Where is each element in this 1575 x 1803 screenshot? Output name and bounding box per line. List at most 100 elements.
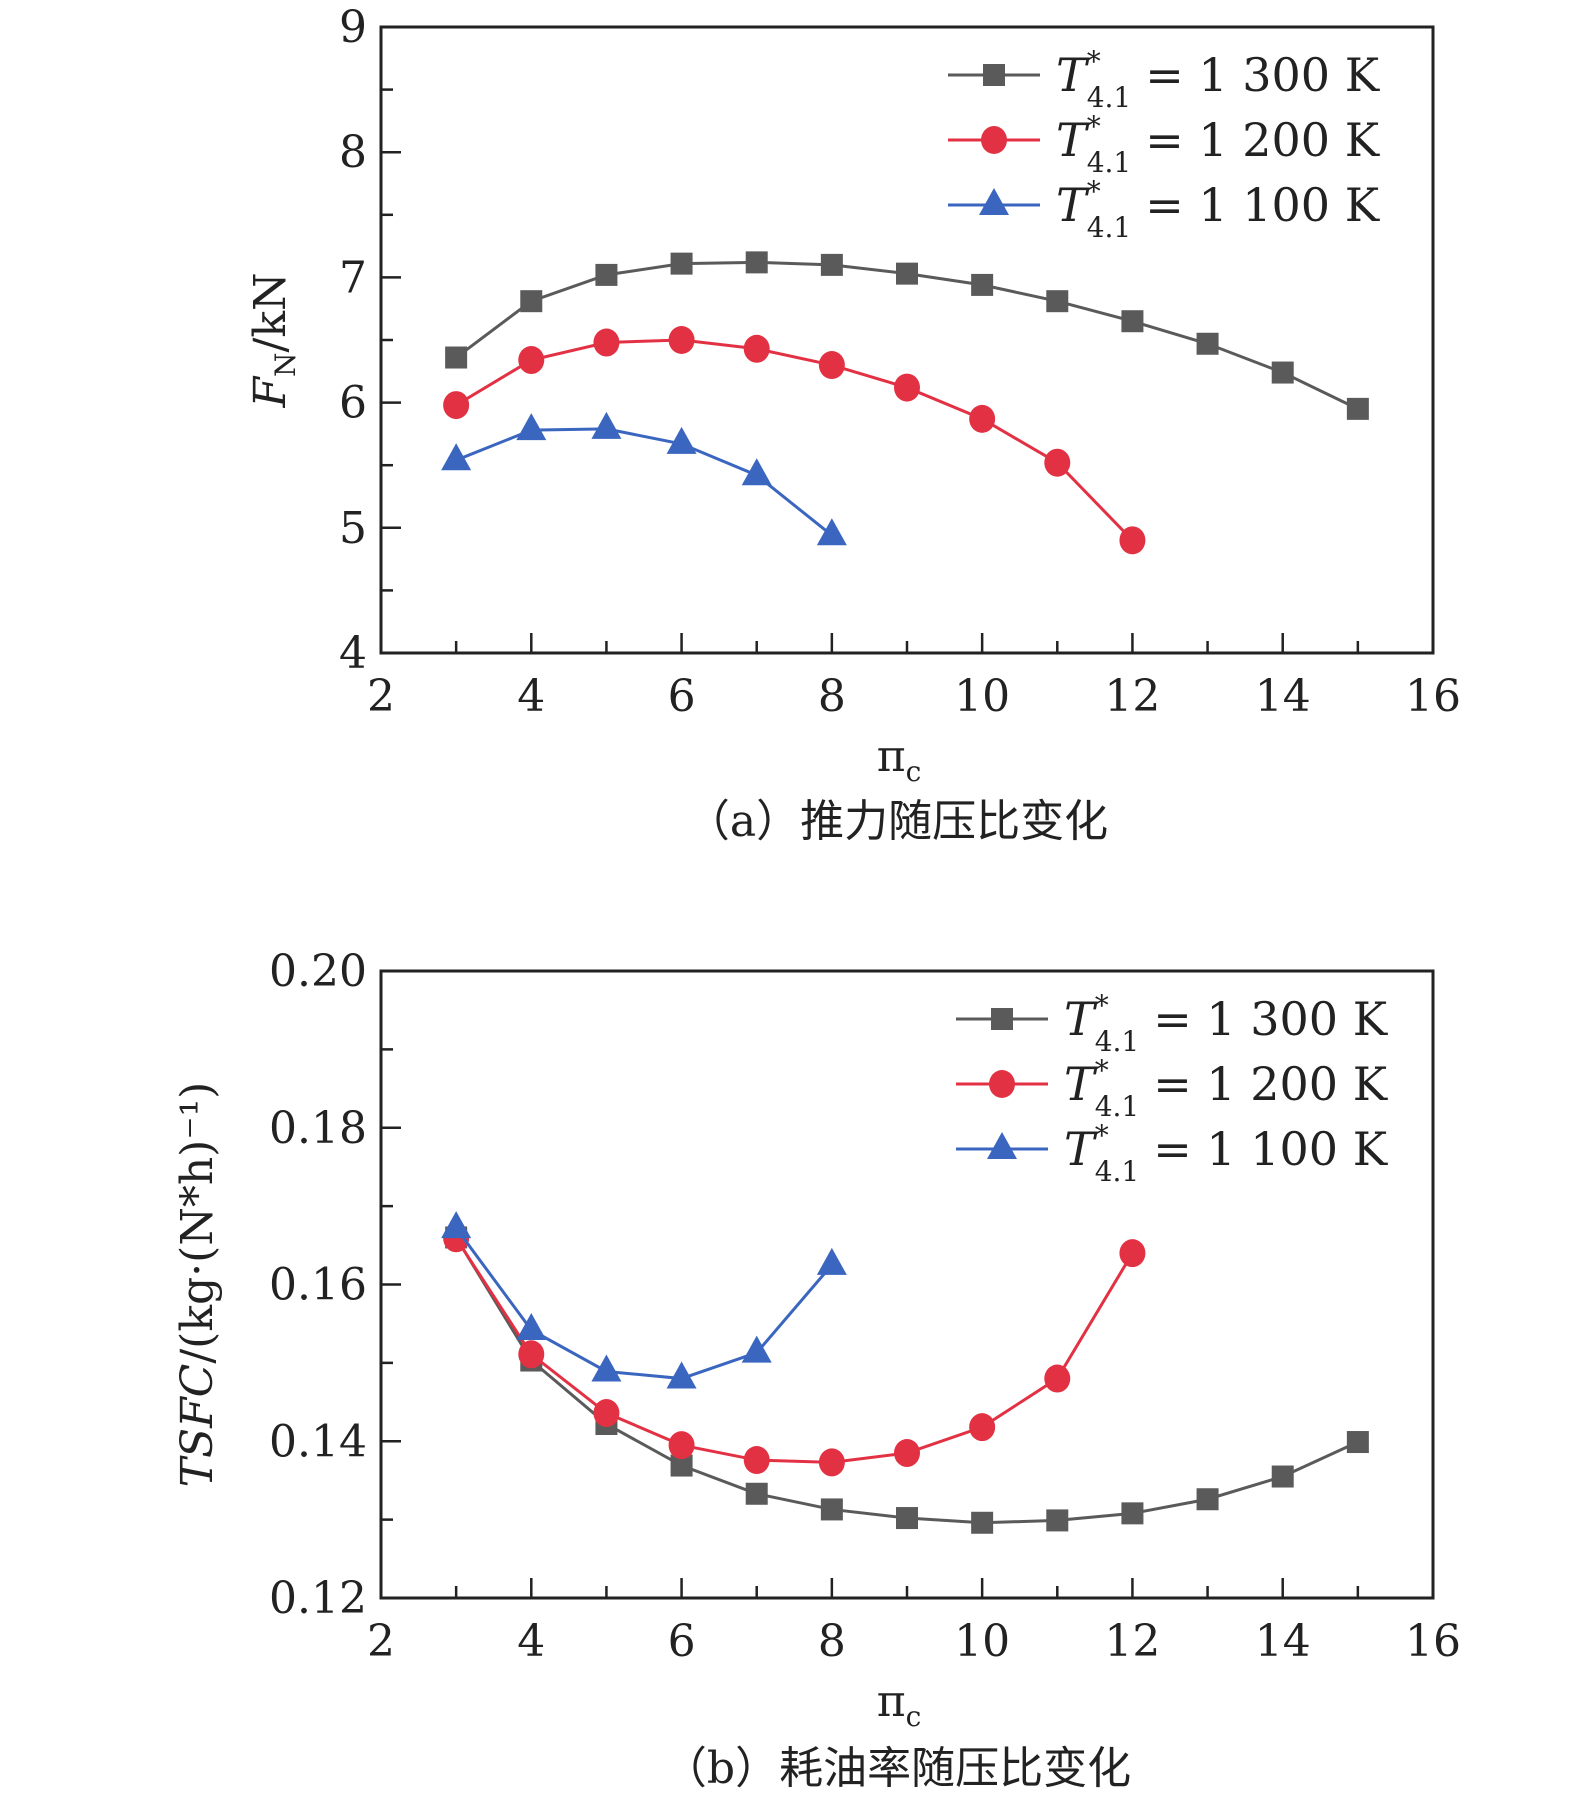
series-1 — [443, 326, 1146, 555]
data-point — [441, 443, 472, 471]
data-point — [818, 1448, 845, 1477]
legend-sup: * — [1095, 989, 1109, 1022]
legend-sup: * — [1087, 175, 1101, 208]
data-point — [741, 458, 772, 486]
y-axis-label-sub: N — [269, 352, 302, 377]
legend-sup: * — [1095, 1054, 1109, 1087]
legend-marker — [991, 1008, 1013, 1030]
data-point — [518, 346, 545, 375]
legend-value: = 1 200 K — [1153, 1057, 1388, 1111]
data-point — [666, 426, 697, 454]
series-line — [455, 338, 1134, 542]
legend-label: T* 4.1 = 1 100 K — [1064, 1119, 1389, 1188]
legend-sub: 4.1 — [1087, 211, 1132, 244]
data-point — [668, 326, 695, 354]
data-point — [1121, 1502, 1144, 1525]
data-point — [820, 253, 843, 276]
legend-label: T* 4.1 = 1 200 K — [1056, 110, 1381, 179]
legend-label: T* 4.1 = 1 300 K — [1064, 989, 1389, 1058]
data-point — [441, 1211, 472, 1239]
legend-value: = 1 300 K — [1153, 992, 1388, 1046]
chart-1: 2 4 6 8 10 12 14 16 0.12 0.14 0.16 0.18 0.20 πc TSFC/(… — [172, 946, 1461, 1794]
data-point — [1121, 310, 1144, 333]
series-line — [455, 427, 833, 537]
legend-symbol: T — [1064, 1057, 1098, 1111]
x-tick-label: 8 — [818, 1616, 846, 1667]
data-point — [969, 404, 996, 433]
x-tick-label: 14 — [1255, 671, 1311, 722]
data-point — [896, 262, 918, 285]
legend-symbol: T — [1064, 1122, 1098, 1176]
legend-label: T* 4.1 = 1 200 K — [1064, 1054, 1389, 1123]
x-tick-label: 8 — [818, 671, 846, 722]
data-point — [816, 1247, 847, 1275]
legend-sub: 4.1 — [1087, 146, 1132, 179]
series-line — [454, 1237, 1134, 1464]
data-point — [445, 346, 468, 369]
legend-value: = 1 100 K — [1153, 1122, 1388, 1176]
legend-sub: 4.1 — [1095, 1155, 1140, 1188]
y-axis-label-unit: /kN — [245, 272, 296, 352]
data-point — [595, 263, 618, 286]
data-point — [1119, 1239, 1146, 1268]
data-point — [1044, 1364, 1071, 1393]
x-tick-label: 4 — [517, 671, 545, 722]
data-point — [894, 373, 920, 402]
data-point — [971, 273, 994, 296]
y-tick-label: 7 — [339, 252, 367, 303]
series-0 — [445, 1226, 1369, 1534]
data-point — [1046, 290, 1069, 313]
x-axis-label: πc — [877, 1676, 922, 1733]
legend-item: T* 4.1 = 1 300 K — [948, 45, 1381, 114]
y-axis-label: TSFC/(kg·(N*h)⁻¹) — [172, 1082, 223, 1488]
data-point — [516, 413, 547, 441]
y-tick-label: 9 — [339, 2, 367, 53]
y-tick-label: 8 — [339, 127, 367, 178]
data-point — [894, 1439, 920, 1468]
data-point — [670, 252, 693, 275]
y-tick-label: 0.14 — [269, 1416, 367, 1467]
data-point — [591, 411, 622, 439]
x-tick-label: 6 — [668, 671, 696, 722]
legend-sub: 4.1 — [1087, 81, 1132, 114]
y-axis-label-unit: /(kg·(N*h)⁻¹) — [172, 1082, 223, 1364]
y-axis-label-symbol: TSFC — [172, 1364, 223, 1488]
y-axis-label: FN/kN — [245, 272, 302, 408]
legend-sub: 4.1 — [1095, 1090, 1140, 1123]
series-0 — [445, 251, 1369, 420]
legend-item: T* 4.1 = 1 100 K — [956, 1119, 1389, 1188]
data-point — [443, 391, 470, 420]
legend-item: T* 4.1 = 1 300 K — [956, 989, 1389, 1058]
x-tick-label: 16 — [1405, 671, 1461, 722]
x-axis-label-symbol: π — [877, 731, 906, 782]
legend-symbol: T — [1056, 113, 1090, 167]
x-tick-label: 4 — [517, 1616, 545, 1667]
legend-symbol: T — [1064, 992, 1098, 1046]
x-tick-label: 12 — [1104, 1616, 1160, 1667]
data-point — [1196, 1488, 1219, 1511]
data-point — [743, 334, 770, 363]
data-point — [969, 1413, 996, 1442]
data-point — [593, 328, 620, 357]
x-tick-label: 16 — [1405, 1616, 1461, 1667]
data-point — [820, 1498, 843, 1521]
data-point — [591, 1354, 622, 1382]
legend-value: = 1 300 K — [1145, 48, 1380, 102]
legend-label: T* 4.1 = 1 100 K — [1056, 175, 1381, 244]
series-2 — [441, 411, 847, 546]
data-point — [743, 1446, 770, 1475]
legend-symbol: T — [1056, 178, 1090, 232]
data-point — [896, 1507, 918, 1530]
data-point — [1346, 397, 1369, 420]
data-point — [516, 1312, 547, 1340]
data-point — [1119, 526, 1146, 555]
legend-value: = 1 200 K — [1145, 113, 1380, 167]
y-tick-label: 0.18 — [269, 1103, 367, 1154]
x-axis-label-sub: c — [906, 1700, 922, 1733]
data-point — [670, 1454, 693, 1477]
series-1 — [443, 1224, 1146, 1477]
legend-symbol: T — [1056, 48, 1090, 102]
data-point — [518, 1340, 545, 1369]
